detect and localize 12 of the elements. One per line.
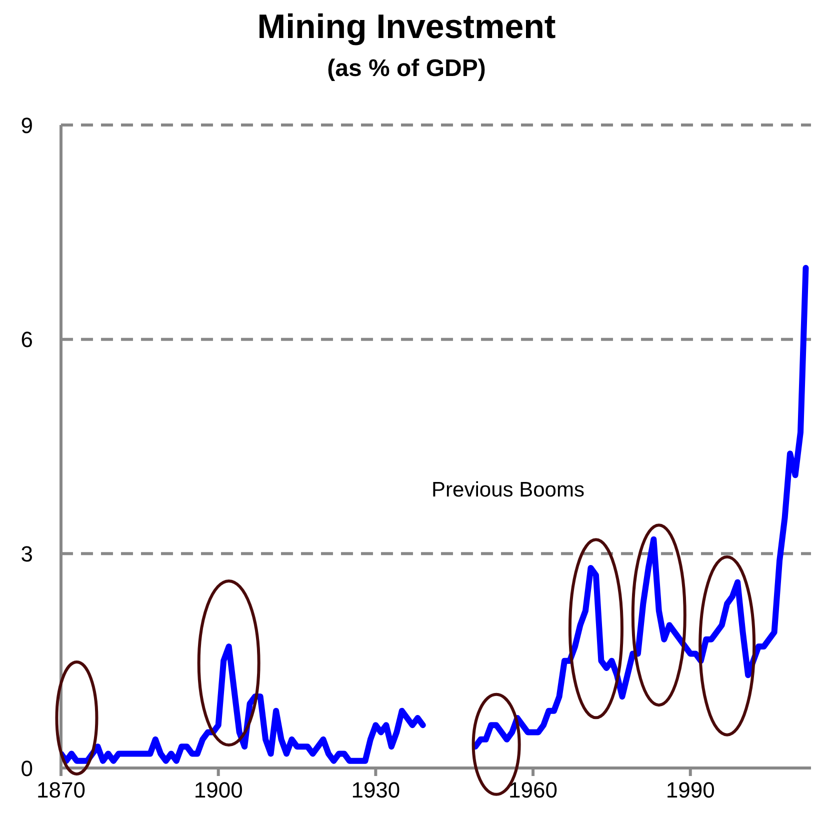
x-tick-label: 1900 [194, 778, 243, 803]
chart-subtitle: (as % of GDP) [326, 55, 487, 83]
chart-title: Mining Investment [256, 8, 557, 47]
y-tick-label: 3 [20, 541, 33, 566]
annotation: Previous Booms [432, 478, 584, 502]
x-tick-label: 1870 [36, 778, 86, 803]
y-tick-label: 6 [20, 327, 33, 352]
y-tick-label: 0 [20, 756, 33, 781]
x-tick-label: 1990 [666, 778, 715, 803]
x-tick-label: 1930 [351, 778, 400, 803]
y-tick-label: 9 [20, 112, 33, 138]
x-tick-label: 1960 [508, 778, 558, 803]
